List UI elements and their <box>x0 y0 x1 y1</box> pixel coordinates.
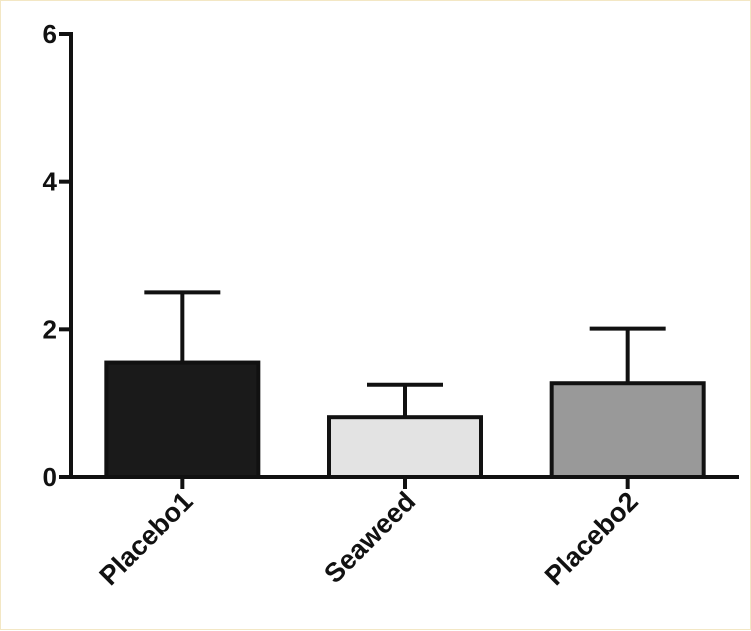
bars-layer <box>104 360 706 480</box>
y-tick-label: 2 <box>43 314 57 344</box>
x-category-label: Seaweed <box>318 486 421 589</box>
y-tick-label: 0 <box>43 462 57 492</box>
error-bars-layer <box>144 290 666 418</box>
x-category-label: Placebo1 <box>94 486 199 591</box>
bar-placebo2 <box>549 381 706 479</box>
y-tick-label: 4 <box>43 167 58 197</box>
bar-seaweed <box>327 415 483 480</box>
x-category-label: Placebo2 <box>539 486 644 591</box>
bar-placebo1 <box>104 360 261 479</box>
y-tick-label: 6 <box>43 19 57 49</box>
x-ticks: Placebo1 Seaweed Placebo2 <box>94 477 644 591</box>
y-ticks: 0 2 4 6 <box>43 19 71 492</box>
